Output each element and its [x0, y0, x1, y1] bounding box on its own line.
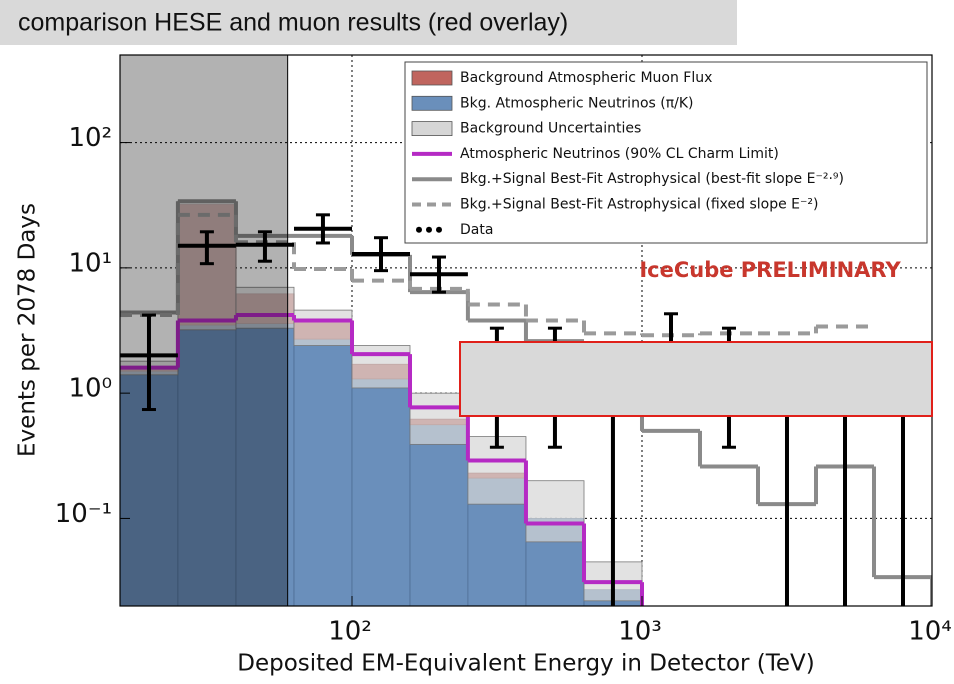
legend-dot	[416, 226, 422, 233]
legend-swatch	[411, 121, 453, 136]
bar	[293, 338, 353, 606]
legend-label: Bkg.+Signal Best-Fit Astrophysical (best…	[460, 171, 844, 187]
y-tick-label: 10⁰	[68, 374, 112, 404]
y-tick-label: 10¹	[68, 248, 112, 278]
legend-dot	[436, 226, 442, 233]
axes: 10² 10³ 10⁴ 10⁻¹ 10⁰ 10¹ 10²	[55, 54, 952, 647]
uncertainty-band	[177, 200, 237, 331]
x-tick-label: 10³	[618, 617, 662, 647]
uncertainty-band	[293, 309, 353, 346]
x-tick-label: 10²	[328, 617, 372, 647]
annotation: IceCube PRELIMINARY	[639, 258, 901, 282]
plot-frame	[119, 54, 933, 607]
uncertainty-band	[409, 392, 469, 445]
x-axis-label: Deposited EM-Equivalent Energy in Detect…	[237, 651, 815, 677]
y-tick-label: 10⁻¹	[55, 499, 112, 529]
legend-swatch	[411, 95, 453, 111]
legend-label: Bkg.+Signal Best-Fit Astrophysical (fixe…	[460, 197, 818, 213]
x-tick-label: 10⁴	[908, 617, 952, 647]
legend-label: Atmospheric Neutrinos (90% CL Charm Limi…	[460, 146, 779, 162]
legend-label: Background Uncertainties	[460, 121, 641, 137]
bar	[409, 424, 469, 606]
title-box	[0, 0, 737, 45]
legend-label: Data	[460, 222, 493, 238]
uncertainty-band	[235, 286, 295, 329]
legend-swatch	[411, 70, 453, 86]
uncertainty-band	[351, 345, 411, 389]
legend-box	[404, 61, 928, 244]
legend-dot	[426, 226, 432, 233]
legend-label: Bkg. Atmospheric Neutrinos (π/K)	[460, 95, 694, 111]
legend: Background Atmospheric Muon Flux Bkg. Atm…	[404, 61, 928, 244]
legend-label: Background Atmospheric Muon Flux	[460, 70, 712, 86]
uncertainty-band	[525, 480, 585, 543]
shaded-region	[120, 55, 289, 606]
y-tick-label: 10²	[68, 123, 112, 153]
bar	[177, 324, 237, 606]
y-axis-label: Events per 2078 Days	[15, 203, 41, 457]
slide-title: comparison HESE and muon results (red ov…	[18, 9, 568, 37]
bar	[351, 378, 411, 606]
overlay-box	[459, 341, 933, 417]
